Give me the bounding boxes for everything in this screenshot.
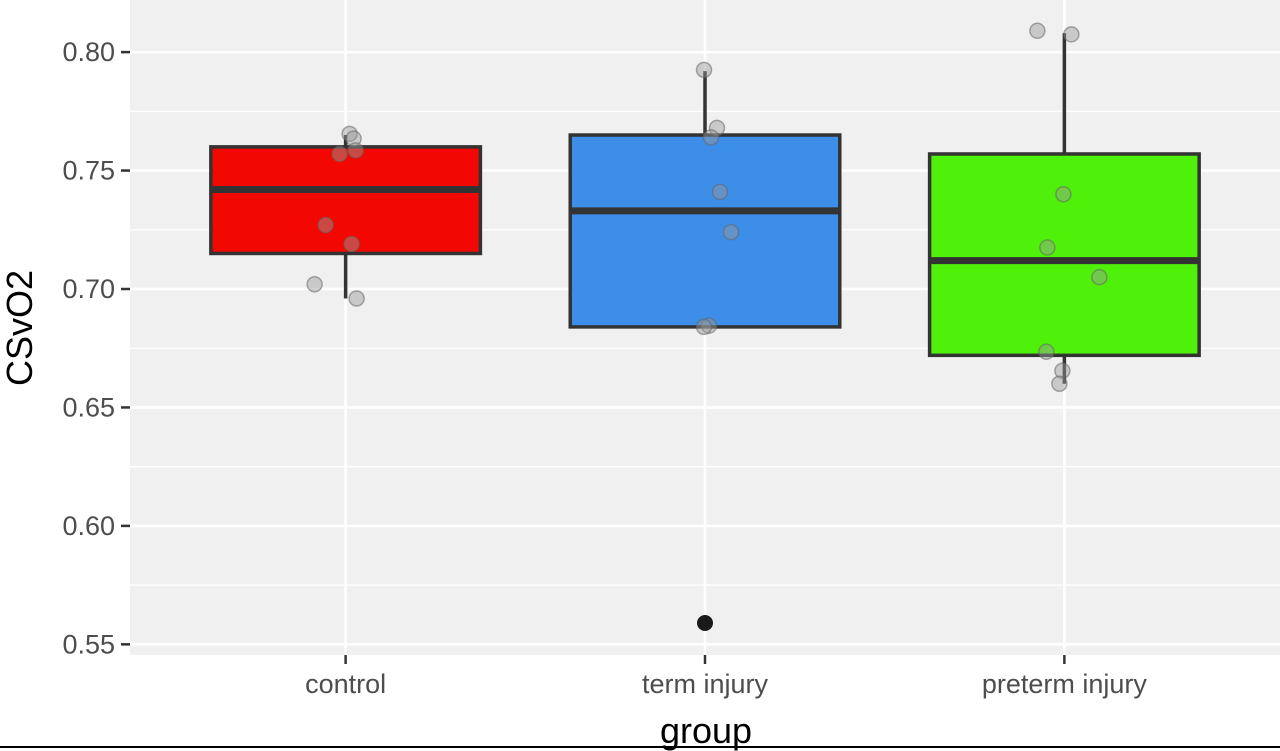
y-tick-label: 0.75 (62, 156, 115, 186)
data-point (1091, 268, 1108, 286)
y-tick-label: 0.80 (62, 37, 115, 67)
x-axis-title: group (660, 710, 752, 751)
x-tick-label: preterm injury (982, 669, 1148, 699)
x-tick-label: control (305, 669, 386, 699)
box-control (209, 135, 483, 299)
y-tick-label: 0.60 (62, 511, 115, 541)
data-point (722, 223, 740, 241)
y-tick-label: 0.65 (62, 392, 115, 422)
data-point (1055, 185, 1072, 203)
data-point (695, 318, 713, 336)
jitter-points (306, 22, 1108, 393)
y-tick-label: 0.55 (62, 629, 115, 659)
y-axis-title: CSvO2 (0, 270, 40, 386)
box-term-injury (568, 71, 842, 632)
data-point (348, 290, 365, 307)
box-body (568, 133, 842, 329)
data-point (695, 61, 713, 79)
data-point (1029, 22, 1046, 40)
data-point (711, 183, 729, 201)
box-body (927, 152, 1201, 358)
data-point (345, 130, 362, 147)
x-axis: control term injury preterm injury (305, 655, 1147, 699)
x-tick-label: term injury (642, 669, 769, 699)
data-point (702, 129, 720, 146)
outlier-point (697, 615, 713, 632)
y-axis: 0.55 0.60 0.65 0.70 0.75 0.80 (62, 37, 130, 659)
data-point (317, 216, 334, 234)
data-point (306, 276, 323, 293)
data-point (1054, 362, 1071, 379)
boxes (209, 33, 1201, 632)
data-point (708, 119, 726, 137)
data-point (1039, 239, 1056, 256)
bottom-border-line (0, 746, 1280, 748)
data-point (347, 142, 364, 159)
data-point (1063, 26, 1080, 43)
data-point (1038, 343, 1055, 361)
data-point (331, 145, 348, 163)
box-body (209, 145, 483, 256)
data-point (1051, 375, 1068, 393)
y-tick-label: 0.70 (62, 274, 115, 304)
data-point (343, 235, 360, 253)
